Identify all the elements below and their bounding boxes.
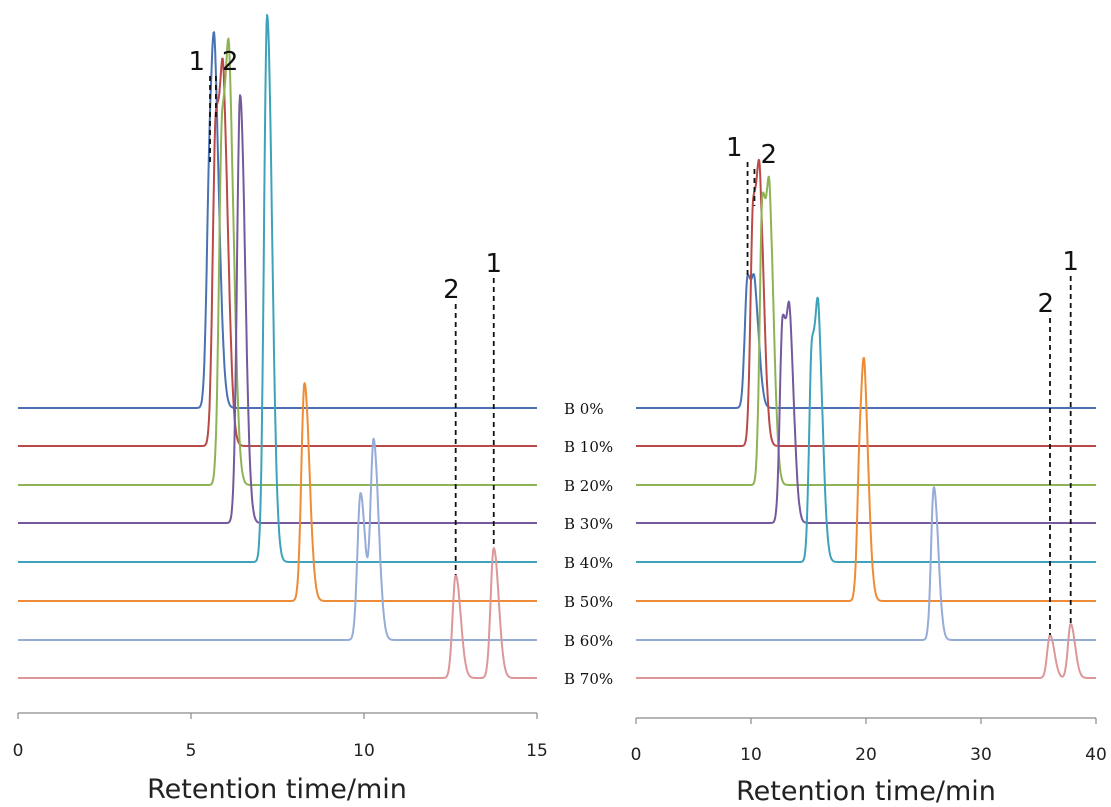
- x-tick-label: 40: [1085, 745, 1107, 765]
- legend-label: B 0%: [564, 400, 604, 418]
- x-tick-label: 15: [526, 741, 548, 761]
- peak-label: 2: [443, 275, 460, 305]
- peak-label: 1: [188, 47, 205, 77]
- peak-label: 2: [222, 47, 239, 77]
- x-tick-label: 30: [970, 745, 992, 765]
- trace-40pct: [635, 296, 1097, 563]
- x-tick-label: 0: [13, 741, 24, 761]
- legend-label: B 40%: [564, 554, 613, 572]
- trace-70pct: [17, 547, 538, 679]
- trace-20pct: [635, 175, 1097, 486]
- x-tick-label: 20: [855, 745, 877, 765]
- trace-60pct: [635, 486, 1097, 641]
- trace-40pct: [17, 14, 538, 563]
- legend-label: B 10%: [564, 438, 613, 456]
- x-tick-label: 0: [631, 745, 642, 765]
- legend-label: B 60%: [564, 632, 613, 650]
- peak-label: 2: [1037, 289, 1054, 319]
- x-tick-label: 10: [740, 745, 762, 765]
- peak-label: 1: [1062, 247, 1079, 277]
- trace-50pct: [635, 356, 1097, 602]
- peak-label: 2: [760, 140, 777, 170]
- x-tick-label: 10: [353, 741, 375, 761]
- trace-70pct: [635, 623, 1097, 679]
- trace-10pct: [17, 57, 538, 447]
- trace-10pct: [635, 158, 1097, 447]
- trace-50pct: [17, 382, 538, 602]
- trace-0pct: [17, 31, 538, 409]
- trace-30pct: [17, 94, 538, 524]
- legend-label: B 50%: [564, 593, 613, 611]
- gradient-legend: B 0% B 10% B 20% B 30% B 40% B 50% B 60% B 70%: [564, 400, 613, 688]
- legend-label: B 20%: [564, 477, 613, 495]
- x-tick-label: 5: [186, 741, 197, 761]
- trace-30pct: [635, 300, 1097, 524]
- peak-label: 1: [726, 133, 743, 163]
- legend-label: B 30%: [564, 515, 613, 533]
- x-axis-title: Retention time/min: [147, 774, 407, 805]
- x-axis-title: Retention time/min: [736, 776, 996, 807]
- peak-label: 1: [485, 249, 502, 279]
- trace-20pct: [17, 37, 538, 486]
- trace-60pct: [17, 437, 538, 641]
- legend-label: B 70%: [564, 670, 613, 688]
